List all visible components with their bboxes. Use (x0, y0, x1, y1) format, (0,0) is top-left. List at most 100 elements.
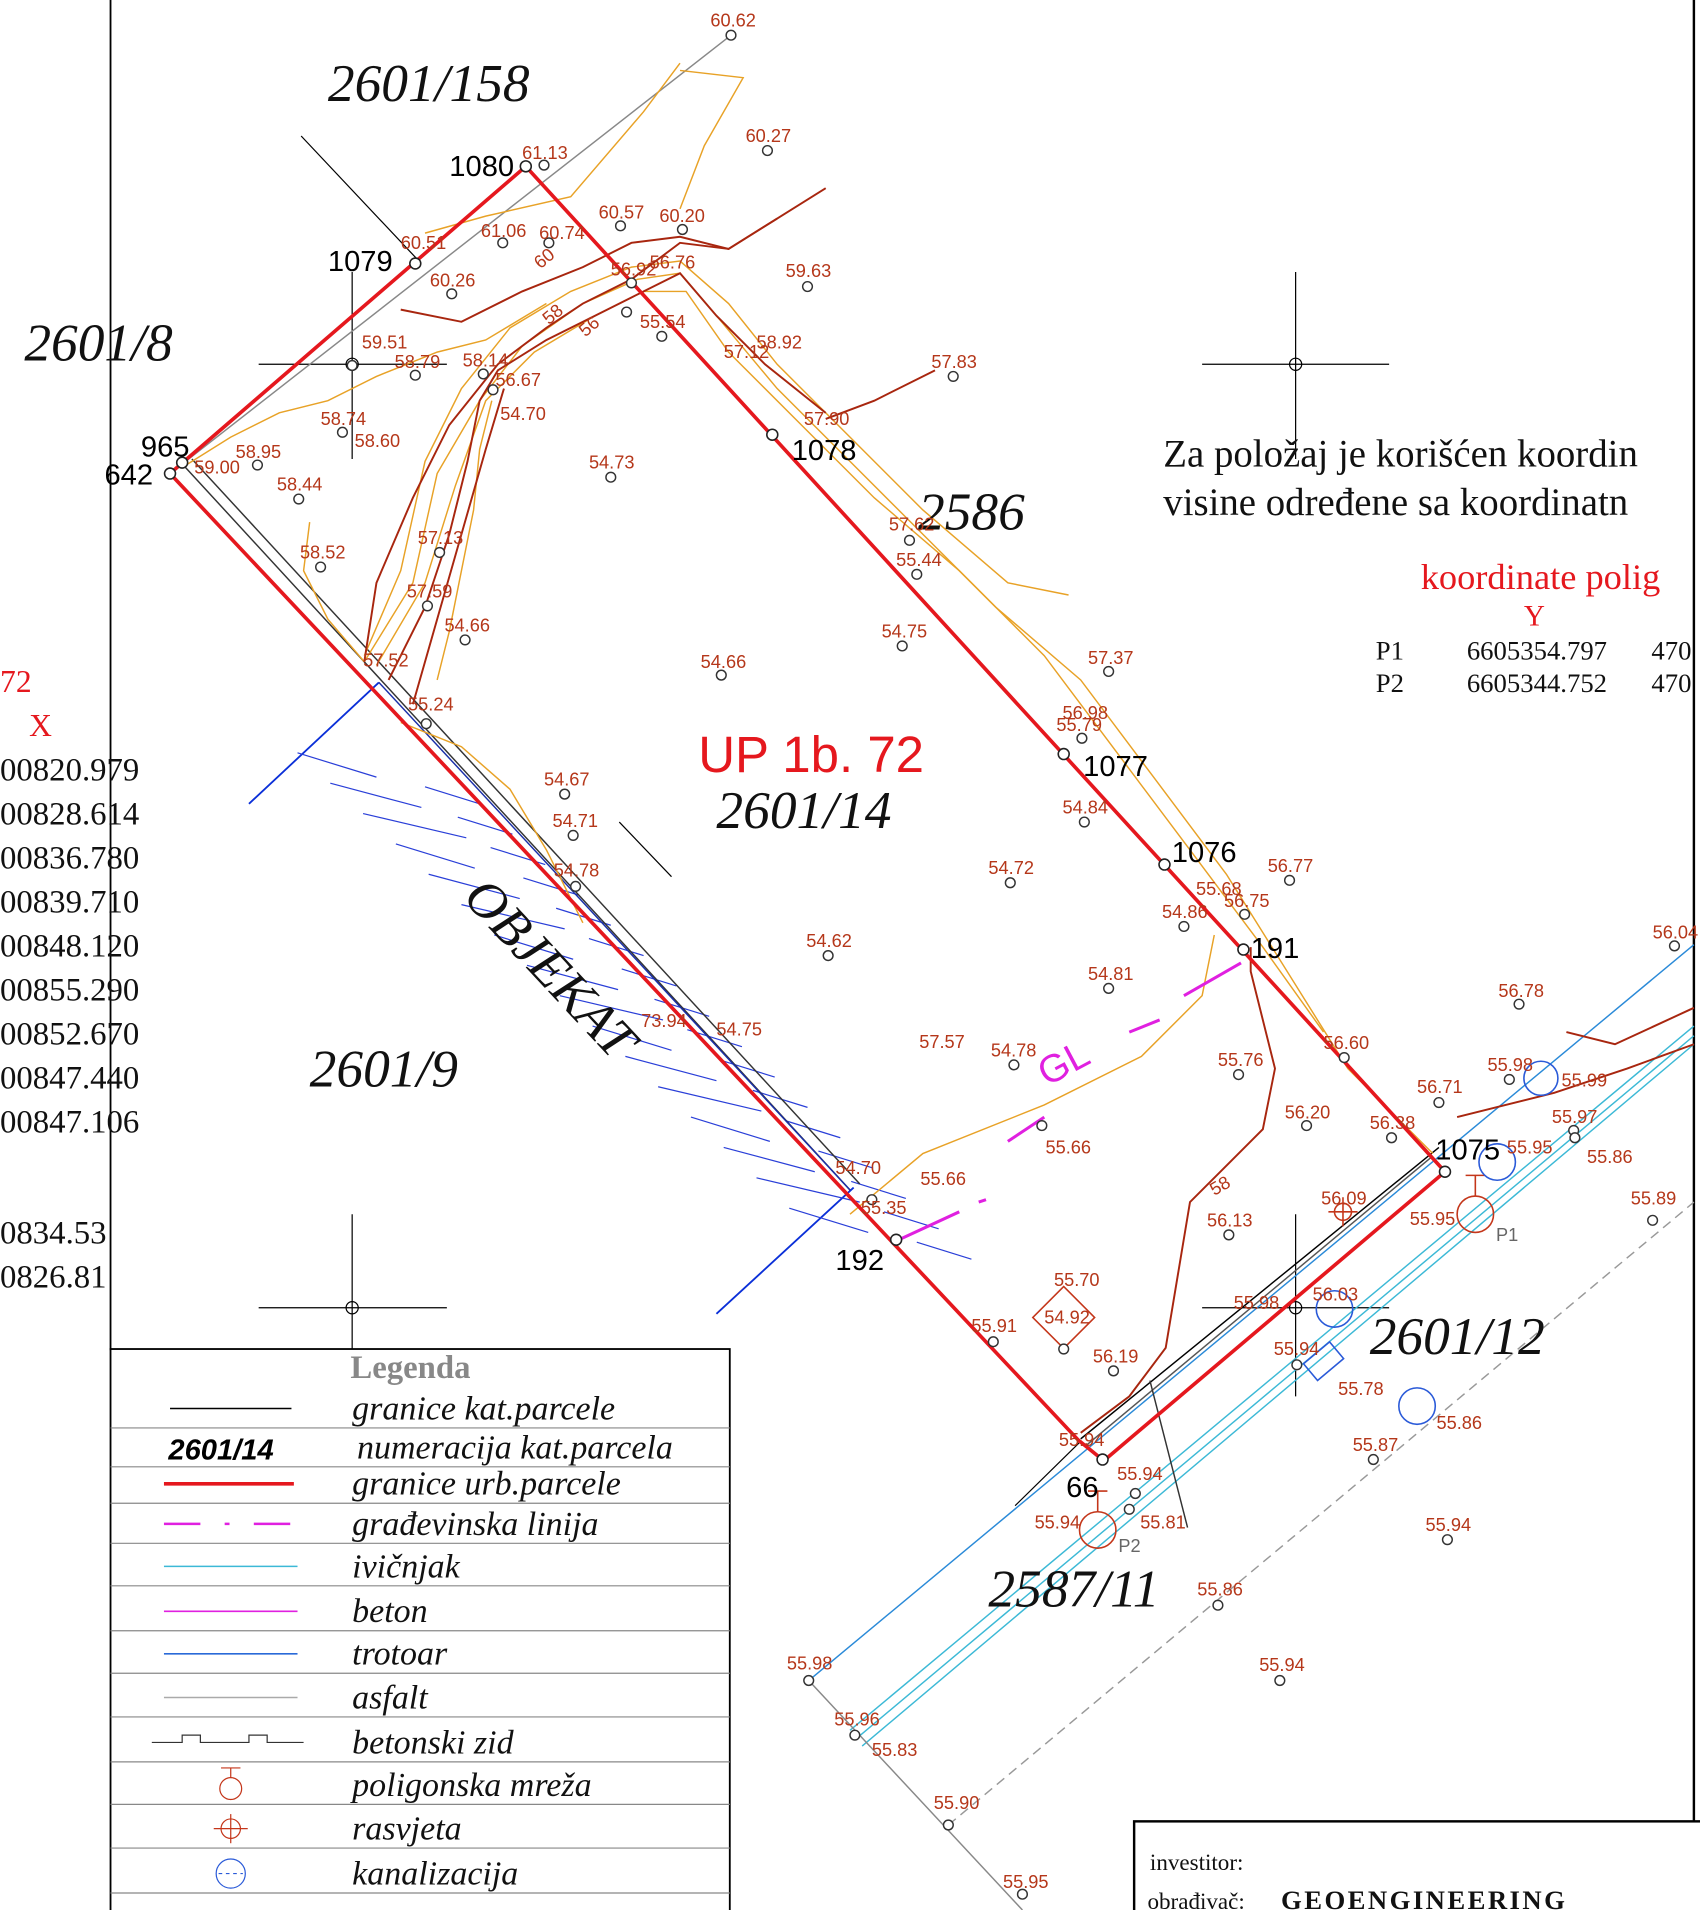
elevation-label: 58.60 (355, 431, 401, 451)
elevation-label: 60.27 (746, 126, 792, 146)
elevation-label: 55.95 (1507, 1138, 1553, 1158)
elevation-label: 54.73 (589, 453, 635, 473)
boundary-point (1440, 1166, 1451, 1177)
elevation-label: 57.62 (889, 515, 935, 535)
elevation-label: 54.81 (1088, 964, 1134, 984)
point-number: 642 (104, 459, 153, 491)
elevation-label: 56.04 (1653, 923, 1699, 943)
legend-label: beton (352, 1593, 428, 1630)
parcel-label: 2601/9 (310, 1039, 458, 1099)
left-header: 72 (0, 664, 32, 699)
elevation-label: 55.66 (1045, 1138, 1091, 1158)
elevation-label: 55.98 (1234, 1293, 1280, 1313)
left-table-value: 00839.710 (0, 885, 139, 921)
survey-point (1434, 1098, 1444, 1108)
elevation-label: 56.19 (1093, 1346, 1139, 1366)
survey-point (1443, 1535, 1453, 1545)
left-table-value: 00848.120 (0, 929, 139, 965)
coords-cell: 6605344.752 (1467, 668, 1607, 698)
elevation-label: 56.38 (1370, 1113, 1416, 1133)
elevation-label: 55.66 (920, 1169, 966, 1189)
legend-label: rasvjeta (352, 1811, 462, 1848)
note-line: Za položaj je korišćen koordin (1163, 432, 1638, 475)
up-label: UP 1b. 72 (698, 726, 924, 783)
elevation-label: 61.06 (481, 221, 527, 241)
elevation-label: 56.03 (1313, 1284, 1359, 1304)
elevation-label: 55.94 (1259, 1655, 1305, 1675)
point-number: 191 (1251, 933, 1300, 965)
survey-point (1292, 1360, 1302, 1370)
survey-point (1005, 878, 1015, 888)
elevation-label: 57.57 (919, 1032, 965, 1052)
elevation-label: 60.20 (659, 206, 705, 226)
boundary-point (1238, 944, 1249, 955)
left-table-value: 00820.979 (0, 753, 139, 789)
elevation-label: 58.92 (757, 332, 803, 352)
elevation-label: 56.75 (1224, 891, 1270, 911)
survey-point (1037, 1121, 1047, 1131)
elevation-label: 55.44 (896, 550, 942, 570)
coords-title: koordinate polig (1421, 557, 1661, 597)
elevation-label: 60.51 (401, 233, 447, 253)
marker-label: P2 (1118, 1536, 1140, 1556)
elevation-label: 60.74 (539, 223, 585, 243)
point-number: 192 (835, 1245, 884, 1277)
point-number: 1075 (1435, 1135, 1500, 1167)
coords-cell: P1 (1376, 635, 1404, 665)
elevation-label: 54.72 (988, 858, 1034, 878)
survey-point (294, 494, 304, 504)
company: GEOENGINEERING (1281, 1885, 1567, 1910)
survey-point (1104, 984, 1114, 994)
elevation-label: 58.14 (463, 351, 509, 371)
left-table-value: 00828.614 (0, 797, 139, 833)
elevation-label: 58.44 (277, 475, 323, 495)
elevation-label: 54.67 (544, 770, 590, 790)
survey-point (948, 372, 958, 382)
survey-point (726, 30, 736, 40)
elevation-label: 59.51 (362, 332, 408, 352)
legend-label: granice kat.parcele (352, 1390, 615, 1427)
boundary-point (891, 1234, 902, 1245)
legend-label: granice urb.parcele (352, 1466, 621, 1503)
legend-label: asfalt (352, 1679, 429, 1716)
legend-title: Legenda (350, 1350, 470, 1386)
elevation-label: 57.37 (1088, 648, 1134, 668)
survey-point (897, 641, 907, 651)
elevation-label: 57.83 (931, 352, 977, 372)
elevation-label: 55.79 (1056, 715, 1102, 735)
left-table-value: 00836.780 (0, 841, 139, 877)
elevation-label: 55.24 (408, 694, 454, 714)
survey-point (423, 601, 433, 611)
legend-label: kanalizacija (352, 1856, 518, 1893)
boundary-point (520, 161, 531, 172)
elevation-label: 55.94 (1035, 1513, 1081, 1533)
elevation-label: 55.86 (1436, 1413, 1482, 1433)
parcel-label: 2601/8 (24, 313, 173, 373)
elevation-label: 57.13 (418, 528, 464, 548)
elevation-label: 55.90 (934, 1793, 980, 1813)
elevation-label: 55.94 (1426, 1515, 1472, 1535)
parcel-label: 2601/14 (716, 780, 891, 840)
elevation-label: 55.99 (1562, 1071, 1608, 1091)
elevation-label: 55.91 (971, 1316, 1017, 1336)
survey-point (1079, 817, 1089, 827)
legend-label: trotoar (352, 1636, 448, 1673)
elevation-label: 55.81 (1140, 1513, 1186, 1533)
elevation-label: 56.78 (1498, 981, 1544, 1001)
survey-point (1124, 1504, 1134, 1514)
survey-point (912, 569, 922, 579)
survey-point (560, 789, 570, 799)
survey-point (905, 535, 915, 545)
survey-map: 2601/158 2601/8 2586 UP 1b. 72 2601/14 O… (0, 0, 1700, 1910)
survey-point (1109, 1366, 1119, 1376)
left-table-value: 0826.81 (0, 1260, 107, 1296)
elevation-label: 55.94 (1117, 1464, 1163, 1484)
survey-point (1059, 1344, 1069, 1354)
point-number: 1078 (792, 435, 857, 467)
elevation-label: 54.71 (553, 811, 599, 831)
survey-point (316, 562, 326, 572)
elevation-label: 54.78 (554, 861, 600, 881)
parcel-label: 2601/158 (328, 53, 530, 113)
legend-sample-text: 2601/14 (167, 1435, 273, 1467)
elevation-label: 60.62 (710, 11, 756, 31)
